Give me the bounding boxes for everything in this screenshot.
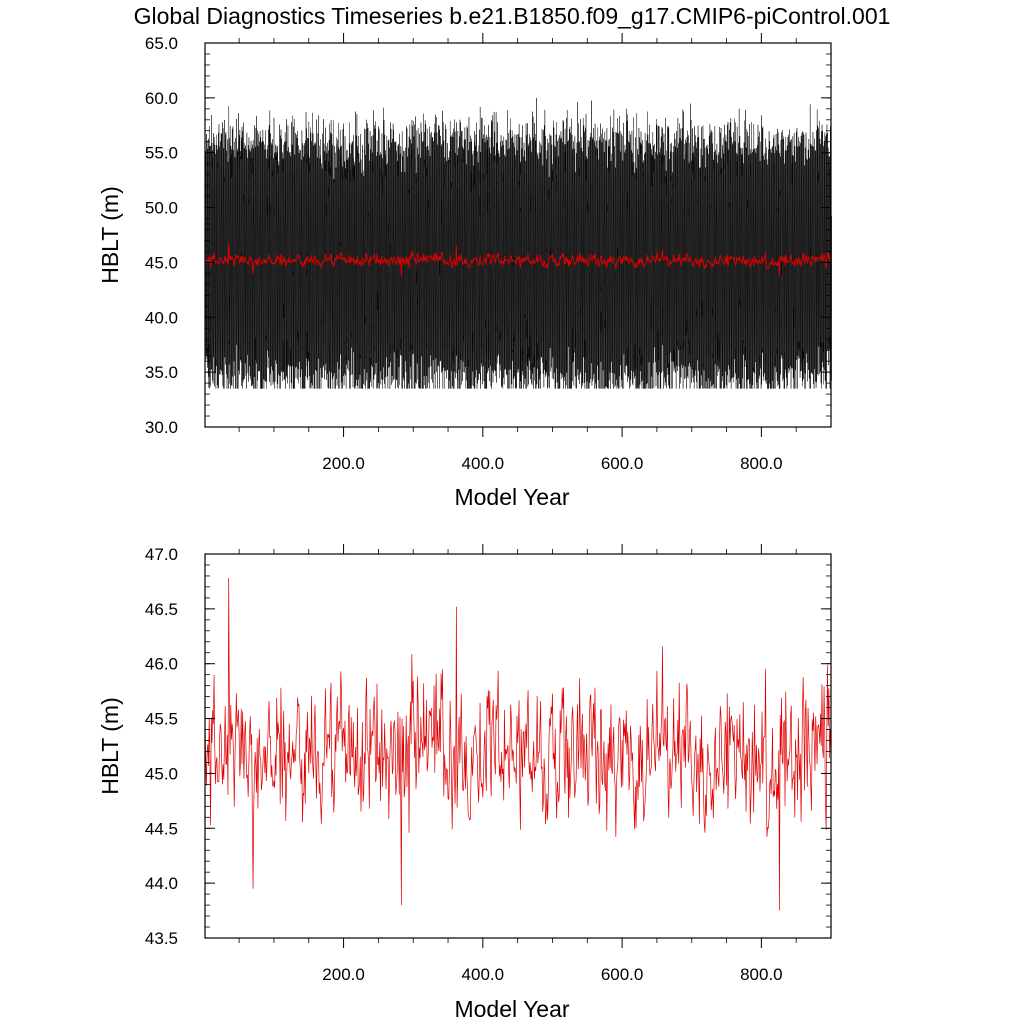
bottom-y-tick-label: 44.5: [145, 819, 178, 838]
top-plot-ticks: 30.0 35.0 40.0 45.0 50.0 55.0 60.0 65.0 200.0 400…: [145, 33, 831, 473]
bottom-y-tick-label: 43.5: [145, 929, 178, 948]
bottom-y-tick-label: 45.5: [145, 710, 178, 729]
bottom-x-tick-label: 600.0: [601, 965, 644, 984]
bottom-plot-ticks: 43.5 44.0 44.5 45.0 45.5 46.0 46.5 47.0 200.0 400…: [145, 544, 831, 984]
top-y-tick-label: 55.0: [145, 144, 178, 163]
top-y-tick-label: 45.0: [145, 253, 178, 272]
bottom-x-tick-label: 800.0: [740, 965, 783, 984]
bottom-x-tick-label: 400.0: [462, 965, 505, 984]
top-y-tick-label: 60.0: [145, 89, 178, 108]
main-title: Global Diagnostics Timeseries b.e21.B185…: [134, 3, 891, 29]
top-y-tick-label: 50.0: [145, 199, 178, 218]
top-plot-series: [204, 97, 832, 389]
top-plot-xlabel: Model Year: [454, 484, 569, 510]
bottom-y-tick-label: 47.0: [145, 545, 178, 564]
bottom-series-annual: [204, 578, 832, 911]
bottom-plot-ylabel: HBLT (m): [97, 697, 123, 795]
bottom-x-tick-label: 200.0: [322, 965, 365, 984]
bottom-y-tick-label: 44.0: [145, 874, 178, 893]
top-x-tick-label: 400.0: [462, 454, 505, 473]
bottom-y-tick-label: 46.5: [145, 600, 178, 619]
bottom-y-tick-label: 46.0: [145, 655, 178, 674]
top-plot: 30.0 35.0 40.0 45.0 50.0 55.0 60.0 65.0 200.0 400…: [97, 33, 832, 510]
bottom-y-tick-label: 45.0: [145, 764, 178, 783]
bottom-plot-xlabel: Model Year: [454, 996, 569, 1022]
top-x-tick-label: 600.0: [601, 454, 644, 473]
top-y-tick-label: 35.0: [145, 363, 178, 382]
top-y-tick-label: 65.0: [145, 34, 178, 53]
bottom-plot: 43.5 44.0 44.5 45.0 45.5 46.0 46.5 47.0 200.0 400…: [97, 544, 832, 1022]
top-y-tick-label: 40.0: [145, 308, 178, 327]
top-x-tick-label: 200.0: [322, 454, 365, 473]
top-y-tick-label: 30.0: [145, 418, 178, 437]
top-x-tick-label: 800.0: [740, 454, 783, 473]
top-series-monthly: [204, 97, 832, 389]
bottom-plot-series: [204, 578, 832, 911]
top-series-annual: [204, 242, 832, 277]
top-plot-ylabel: HBLT (m): [97, 186, 123, 284]
